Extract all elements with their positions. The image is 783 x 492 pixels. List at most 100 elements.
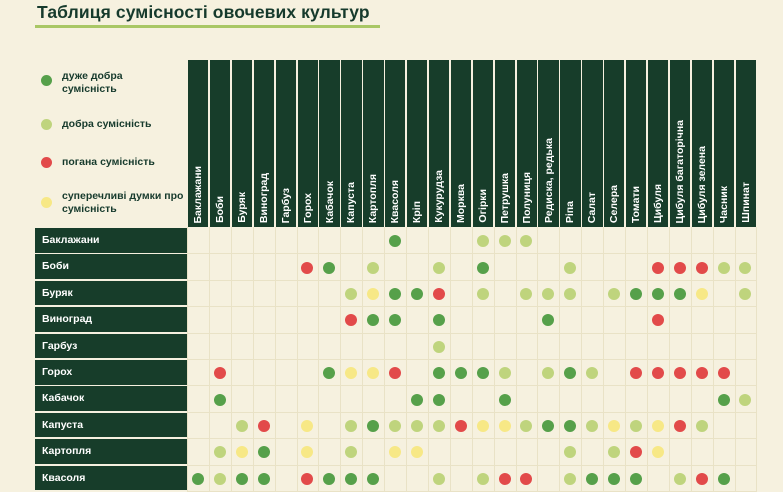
good-dot (476, 288, 489, 300)
row-header: Буряк (35, 280, 187, 306)
column-header-label: Петрушка (498, 172, 511, 223)
column-header-label: Ріпа (564, 200, 577, 223)
good-dot (498, 367, 511, 380)
good-dot (432, 261, 445, 274)
very-good-dot (629, 288, 642, 300)
bad-dot (629, 367, 642, 380)
good-dot (520, 288, 533, 300)
very-good-dot (717, 393, 730, 406)
good-dot (476, 235, 489, 248)
very-good-dot (476, 367, 489, 380)
column-header: Салат (582, 60, 603, 227)
grid-line (187, 279, 757, 281)
good-dot (235, 420, 248, 432)
column-header: Горох (297, 60, 318, 227)
bad-dot (301, 261, 314, 274)
column-header: Полуниця (516, 60, 537, 227)
column-header: Редиска, редька (538, 60, 559, 227)
column-header: Кабачок (319, 60, 340, 227)
very-good-dot (498, 393, 511, 406)
title-underline (35, 25, 380, 28)
grid-line (187, 332, 757, 334)
column-header: Капуста (341, 60, 362, 227)
row-header: Квасоля (35, 465, 187, 491)
very-good-dot (367, 314, 380, 327)
bad-dot (301, 472, 314, 485)
good-dot (564, 261, 577, 274)
column-header-label: Кабачок (323, 180, 336, 223)
very-good-dot (608, 472, 621, 485)
good-dot (542, 367, 555, 380)
good-dot (608, 288, 621, 300)
column-header-label: Виноград (257, 172, 270, 223)
bad-dot (498, 472, 511, 485)
bad-dot (389, 367, 402, 380)
column-header: Баклажани (188, 60, 209, 227)
bad-dot (717, 367, 730, 380)
column-header: Кукурудза (428, 60, 450, 227)
good-dot (717, 261, 730, 274)
good-dot (345, 288, 358, 300)
grid-line (187, 464, 757, 466)
bad-dot (695, 261, 708, 274)
legend-item: дуже добра сумісність (35, 60, 187, 95)
column-header: Ріпа (560, 60, 581, 227)
very-good-dot (235, 472, 248, 485)
grid-line (187, 359, 757, 360)
column-header: Часник (713, 60, 734, 227)
controversial-dot (301, 420, 314, 432)
controversial-dot (498, 420, 511, 432)
legend-very-good-dot (41, 75, 52, 86)
good-dot (432, 340, 445, 353)
bad-dot (651, 261, 664, 274)
good-dot (695, 420, 708, 432)
column-header-label: Цибуля зелена (695, 145, 708, 223)
very-good-dot (542, 420, 555, 432)
very-good-dot (323, 472, 336, 485)
bad-dot (673, 420, 686, 432)
column-header: Виноград (253, 60, 275, 227)
controversial-dot (695, 288, 708, 300)
column-header-label: Картопля (367, 173, 380, 223)
controversial-dot (410, 446, 423, 459)
very-good-dot (454, 367, 467, 380)
bad-dot (520, 472, 533, 485)
good-dot (432, 472, 445, 485)
row-header: Гарбуз (35, 333, 187, 359)
good-dot (432, 420, 445, 432)
bad-dot (454, 420, 467, 432)
very-good-dot (564, 367, 577, 380)
very-good-dot (432, 367, 445, 380)
very-good-dot (323, 261, 336, 274)
very-good-dot (586, 472, 599, 485)
bad-dot (673, 261, 686, 274)
column-header-label: Кукурудза (433, 170, 446, 223)
column-header-label: Боби (214, 196, 227, 223)
bad-dot (257, 420, 270, 432)
column-header-label: Шпинат (739, 182, 752, 223)
controversial-dot (476, 420, 489, 432)
controversial-dot (651, 420, 664, 432)
legend-label: дуже добра сумісність (62, 70, 123, 95)
very-good-dot (389, 235, 402, 248)
bad-dot (695, 367, 708, 380)
column-header: Кріп (407, 60, 428, 227)
good-dot (673, 472, 686, 485)
column-header: Морква (450, 60, 472, 227)
good-dot (564, 288, 577, 300)
controversial-dot (345, 367, 358, 380)
bad-dot (213, 367, 226, 380)
good-dot (586, 367, 599, 380)
very-good-dot (432, 314, 445, 327)
grid-line (187, 411, 757, 413)
column-header: Томати (626, 60, 647, 227)
grid-line (187, 438, 757, 440)
good-dot (345, 420, 358, 432)
row-header: Баклажани (35, 228, 187, 253)
good-dot (389, 420, 402, 432)
legend-label: суперечливі думки про сумісність (62, 190, 184, 215)
controversial-dot (367, 288, 380, 300)
good-dot (520, 420, 533, 432)
row-header: Горох (35, 360, 187, 385)
very-good-dot (410, 393, 423, 406)
